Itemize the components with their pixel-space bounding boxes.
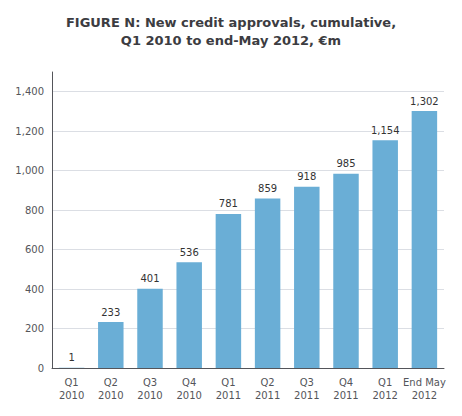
svg-text:Q4: Q4 — [339, 377, 353, 388]
svg-text:2012: 2012 — [412, 390, 437, 401]
svg-text:2011: 2011 — [333, 390, 358, 401]
svg-text:Q2: Q2 — [260, 377, 274, 388]
svg-text:2011: 2011 — [255, 390, 280, 401]
svg-text:1,154: 1,154 — [371, 125, 400, 136]
svg-text:1,000: 1,000 — [15, 165, 44, 176]
svg-text:Q1: Q1 — [378, 377, 392, 388]
svg-text:859: 859 — [258, 183, 277, 194]
svg-text:800: 800 — [25, 205, 44, 216]
svg-text:0: 0 — [38, 363, 44, 374]
svg-text:Q1: Q1 — [221, 377, 235, 388]
svg-text:536: 536 — [180, 247, 199, 258]
svg-text:Q3: Q3 — [143, 377, 157, 388]
svg-text:781: 781 — [219, 198, 238, 209]
svg-text:2011: 2011 — [216, 390, 241, 401]
svg-text:2010: 2010 — [98, 390, 123, 401]
svg-text:1,200: 1,200 — [15, 126, 44, 137]
svg-text:918: 918 — [297, 171, 316, 182]
svg-text:End May: End May — [403, 377, 446, 388]
svg-text:401: 401 — [140, 273, 159, 284]
svg-text:2010: 2010 — [137, 390, 162, 401]
svg-text:2011: 2011 — [294, 390, 319, 401]
svg-text:2010: 2010 — [59, 390, 84, 401]
svg-text:233: 233 — [101, 307, 120, 318]
svg-text:Q3: Q3 — [300, 377, 314, 388]
svg-text:FIGURE N: New credit approvals: FIGURE N: New credit approvals, cumulati… — [66, 15, 396, 30]
svg-text:2012: 2012 — [372, 390, 397, 401]
svg-text:1: 1 — [68, 352, 74, 363]
svg-text:Q1 2010 to end-May 2012, €m: Q1 2010 to end-May 2012, €m — [121, 33, 341, 48]
svg-text:Q2: Q2 — [104, 377, 118, 388]
svg-text:1,400: 1,400 — [15, 86, 44, 97]
svg-text:1,302: 1,302 — [410, 96, 439, 107]
svg-text:2010: 2010 — [176, 390, 201, 401]
svg-text:400: 400 — [25, 284, 44, 295]
svg-text:985: 985 — [336, 158, 355, 169]
svg-text:Q4: Q4 — [182, 377, 196, 388]
svg-text:Q1: Q1 — [64, 377, 78, 388]
svg-text:200: 200 — [25, 323, 44, 334]
svg-text:600: 600 — [25, 244, 44, 255]
